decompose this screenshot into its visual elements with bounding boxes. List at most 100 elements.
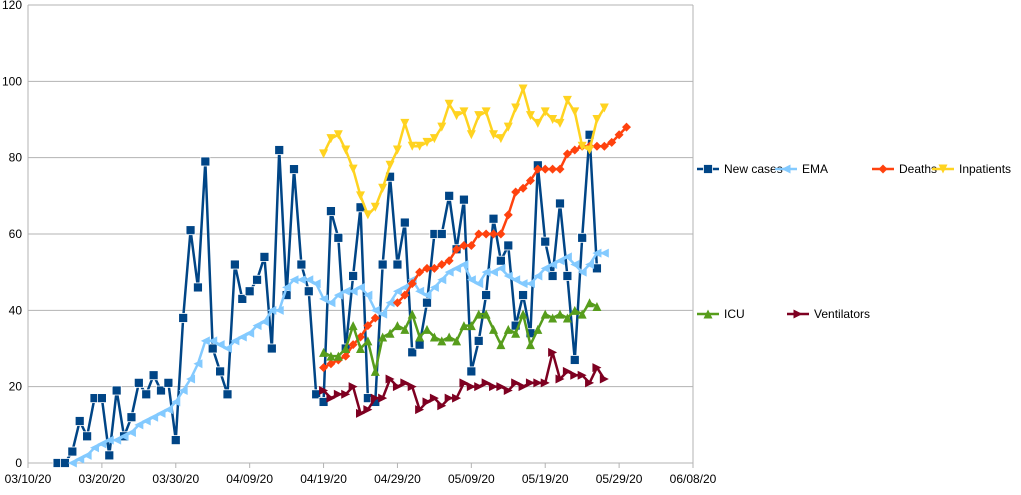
data-point-inpatients — [489, 130, 498, 140]
data-point-new-cases — [252, 274, 262, 285]
legend-item-inpatients: Inpatients — [932, 162, 1011, 176]
data-point-ema — [555, 256, 565, 266]
data-point-ventilators — [555, 374, 565, 384]
data-point-new-cases — [289, 164, 299, 175]
data-point-inpatients — [407, 141, 417, 151]
data-point-ema — [548, 260, 558, 270]
data-point-ema — [163, 405, 173, 415]
data-point-ventilators — [452, 393, 462, 403]
data-point-ema — [296, 275, 306, 285]
legend-marker — [793, 309, 803, 319]
data-point-new-cases — [540, 236, 551, 247]
data-point-icu — [540, 309, 550, 319]
data-point-new-cases — [481, 290, 492, 300]
data-point-ema — [356, 282, 365, 292]
data-point-inpatients — [363, 210, 373, 220]
data-point-ventilators — [422, 397, 432, 407]
data-point-ventilators — [540, 378, 550, 388]
data-point-icu — [533, 324, 543, 334]
data-point-ema — [474, 279, 484, 289]
data-point-icu — [333, 351, 343, 361]
data-point-ema — [518, 279, 528, 289]
data-point-inpatients — [378, 183, 388, 193]
data-point-ventilators — [333, 389, 343, 399]
data-point-new-cases — [266, 343, 277, 354]
data-point-inpatients — [466, 130, 476, 140]
data-point-ventilators — [378, 393, 388, 403]
data-point-inpatients — [585, 145, 595, 155]
data-point-ema — [186, 374, 196, 384]
data-point-deaths — [429, 263, 439, 273]
data-point-ventilators — [481, 378, 491, 388]
data-point-new-cases — [229, 259, 240, 270]
data-point-deaths — [407, 279, 417, 289]
data-point-inpatients — [326, 134, 336, 144]
data-point-ventilators — [385, 374, 395, 384]
data-point-inpatients — [599, 103, 609, 113]
data-point-icu — [348, 321, 358, 331]
data-point-inpatients — [474, 111, 484, 121]
data-point-inpatients — [319, 149, 329, 159]
data-point-inpatients — [341, 145, 351, 155]
data-point-new-cases — [178, 313, 189, 323]
data-point-new-cases — [503, 240, 514, 251]
data-point-ema — [141, 416, 151, 426]
data-point-ventilators — [496, 382, 506, 392]
data-point-icu — [356, 344, 365, 353]
data-point-ema — [326, 298, 336, 308]
data-point-icu — [459, 321, 469, 331]
data-point-new-cases — [473, 335, 484, 346]
data-point-deaths — [496, 229, 506, 239]
data-point-ema — [570, 260, 580, 270]
x-tick-label: 04/19/20 — [300, 472, 347, 486]
data-point-inpatients — [415, 141, 425, 151]
legend-item-ema: EMA — [775, 162, 828, 176]
data-point-ema — [481, 267, 491, 277]
data-point-new-cases — [311, 389, 322, 400]
data-point-deaths — [562, 149, 572, 159]
data-point-ema — [511, 275, 521, 285]
data-point-ema — [126, 427, 136, 437]
data-point-ema — [577, 267, 587, 277]
data-point-inpatients — [356, 191, 365, 201]
data-point-ema — [171, 397, 181, 407]
data-point-ventilators — [599, 374, 609, 384]
data-point-new-cases — [244, 286, 255, 297]
data-point-ema — [466, 275, 476, 285]
x-tick-label: 05/29/20 — [596, 472, 643, 486]
data-point-inpatients — [518, 84, 528, 94]
data-point-icu — [562, 313, 572, 323]
data-point-icu — [555, 309, 565, 319]
legend-marker — [703, 164, 713, 174]
data-point-deaths — [599, 141, 609, 151]
data-point-ventilators — [429, 393, 439, 403]
data-point-ema — [193, 359, 203, 369]
data-point-deaths — [474, 229, 484, 239]
data-point-new-cases — [495, 255, 506, 266]
data-point-new-cases — [74, 416, 85, 426]
data-point-inpatients — [392, 145, 402, 155]
data-point-icu — [444, 332, 454, 342]
data-point-inpatients — [525, 111, 535, 121]
data-point-ema — [200, 336, 210, 346]
data-point-ventilators — [503, 385, 513, 395]
data-point-new-cases — [547, 271, 558, 281]
legend-marker — [781, 164, 791, 174]
data-point-ema — [585, 260, 595, 270]
series-ventilators — [319, 347, 609, 418]
data-point-deaths — [503, 210, 513, 220]
data-point-inpatients — [533, 118, 543, 128]
data-point-inpatients — [400, 118, 410, 128]
data-point-ema — [370, 305, 380, 315]
legend-item-deaths: Deaths — [872, 162, 937, 176]
data-point-new-cases — [592, 263, 602, 274]
data-point-icu — [585, 298, 595, 308]
data-point-ema — [104, 435, 114, 445]
data-point-deaths — [592, 141, 602, 151]
data-point-ema — [223, 344, 232, 353]
data-point-new-cases — [133, 377, 144, 388]
data-point-ema — [252, 321, 262, 331]
legend-label: EMA — [802, 162, 828, 176]
data-point-inpatients — [511, 103, 521, 113]
